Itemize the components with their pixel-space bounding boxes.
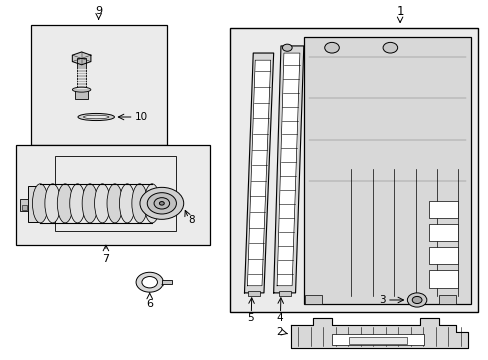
Circle shape (154, 198, 169, 209)
Ellipse shape (144, 184, 160, 223)
Text: 3: 3 (378, 295, 385, 305)
Text: 4: 4 (276, 313, 283, 323)
Ellipse shape (82, 184, 98, 223)
Circle shape (159, 202, 164, 205)
Text: 2: 2 (275, 327, 282, 337)
Bar (20, 199, 28, 211)
Ellipse shape (107, 184, 122, 223)
Text: 8: 8 (188, 215, 195, 225)
Circle shape (142, 276, 157, 288)
Polygon shape (244, 53, 273, 293)
Circle shape (407, 293, 426, 307)
Circle shape (282, 44, 291, 51)
Ellipse shape (45, 184, 61, 223)
Bar (30, 24, 166, 145)
Text: 5: 5 (247, 313, 254, 323)
Ellipse shape (94, 184, 110, 223)
Bar (305, 294, 322, 303)
Bar (162, 280, 171, 284)
Text: 6: 6 (146, 299, 153, 309)
Ellipse shape (57, 184, 73, 223)
Bar (348, 337, 407, 345)
Polygon shape (247, 60, 270, 286)
Bar (77, 58, 86, 89)
Bar (28, 186, 40, 222)
Bar (22, 206, 27, 210)
Ellipse shape (32, 184, 48, 223)
Bar (75, 90, 88, 99)
Polygon shape (72, 52, 91, 65)
Polygon shape (277, 53, 299, 286)
Bar (428, 224, 458, 241)
Bar (16, 145, 210, 245)
Bar (55, 156, 176, 231)
Bar (247, 291, 260, 296)
Bar (428, 247, 458, 265)
Bar (331, 334, 424, 345)
Bar (438, 294, 455, 303)
Bar (428, 270, 458, 288)
Ellipse shape (78, 113, 114, 121)
Polygon shape (273, 46, 303, 293)
Text: 10: 10 (135, 112, 148, 122)
Bar (229, 28, 477, 312)
Ellipse shape (119, 184, 135, 223)
Ellipse shape (132, 184, 147, 223)
Ellipse shape (72, 87, 91, 92)
Bar (303, 37, 469, 303)
Bar (428, 201, 458, 218)
Text: 7: 7 (102, 254, 109, 264)
Text: 1: 1 (396, 5, 403, 18)
Text: 9: 9 (95, 6, 102, 16)
Circle shape (411, 296, 421, 303)
Bar (279, 291, 290, 296)
Circle shape (140, 187, 183, 219)
Circle shape (147, 193, 176, 214)
Polygon shape (290, 318, 467, 348)
Ellipse shape (83, 115, 109, 119)
Circle shape (382, 42, 397, 53)
Circle shape (136, 272, 163, 292)
Ellipse shape (70, 184, 85, 223)
Circle shape (324, 42, 339, 53)
